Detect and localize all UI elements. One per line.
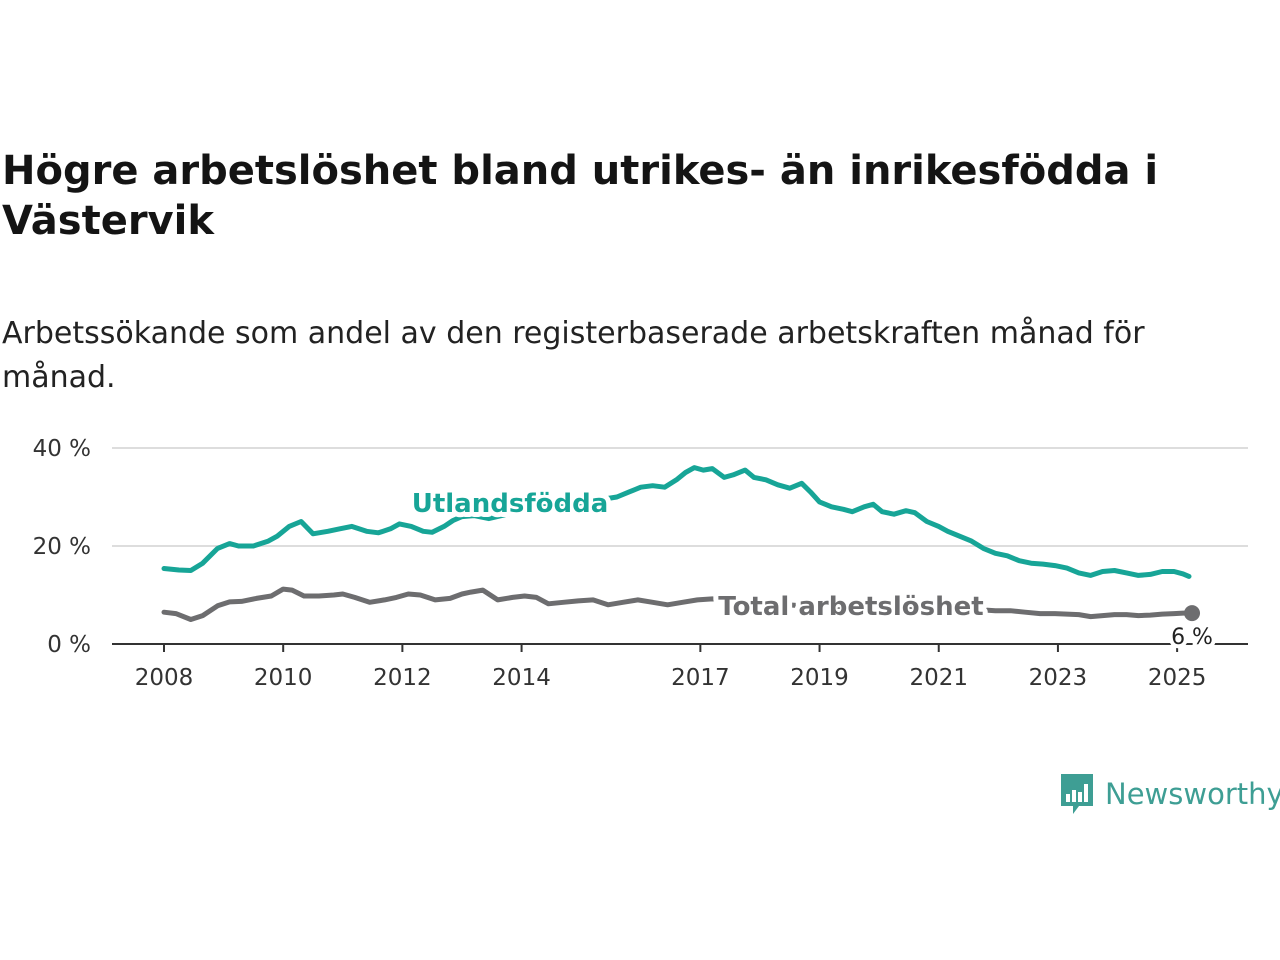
end-point-marker: [1184, 605, 1201, 622]
newsworthy-logo-text: Newsworthy: [1105, 777, 1280, 811]
line-chart: 0 % 20 % 40 % 2008 2010 2012 2014 2017 2019 2021 2…: [33, 436, 1248, 691]
x-tick-label: 2023: [1029, 665, 1088, 691]
y-tick-label: 0 %: [47, 632, 91, 658]
series-label-halo: Utlandsfödda: [412, 489, 609, 519]
x-tick-label: 2025: [1148, 665, 1207, 691]
series-lines: [161, 465, 1195, 622]
x-tick-label: 2010: [254, 665, 313, 691]
axes: 0 % 20 % 40 % 2008 2010 2012 2014 2017 2019 2021 2…: [33, 436, 1248, 691]
series-label-total: Total arbetslöshet: [718, 592, 983, 622]
chart-title: Högre arbetslöshet bland utrikes- än inr…: [2, 148, 1159, 244]
y-tick-label: 20 %: [33, 534, 91, 560]
newsworthy-logo-icon: [1061, 774, 1093, 814]
x-tick-label: 2019: [790, 665, 849, 691]
newsworthy-logo: Newsworthy: [1059, 772, 1280, 816]
series-line-total: [161, 586, 1195, 622]
x-tick-label: 2012: [373, 665, 432, 691]
chart-subtitle: Arbetssökande som andel av den registerb…: [2, 316, 1145, 395]
grid-lines: [112, 447, 1248, 547]
series-label-halo: Total arbetslöshet: [718, 592, 983, 622]
end-value-halo: 6 %: [1171, 625, 1213, 650]
x-tick-label: 2021: [909, 665, 968, 691]
x-tick-label: 2008: [135, 665, 194, 691]
series-label-utlandsfodda: Utlandsfödda: [412, 489, 609, 519]
end-value-label: 6 %: [1171, 625, 1213, 650]
x-tick-label: 2014: [492, 665, 551, 691]
y-tick-label: 40 %: [33, 436, 91, 462]
x-tick-label: 2017: [671, 665, 730, 691]
series-line-utlandsfodda: [161, 465, 1192, 579]
